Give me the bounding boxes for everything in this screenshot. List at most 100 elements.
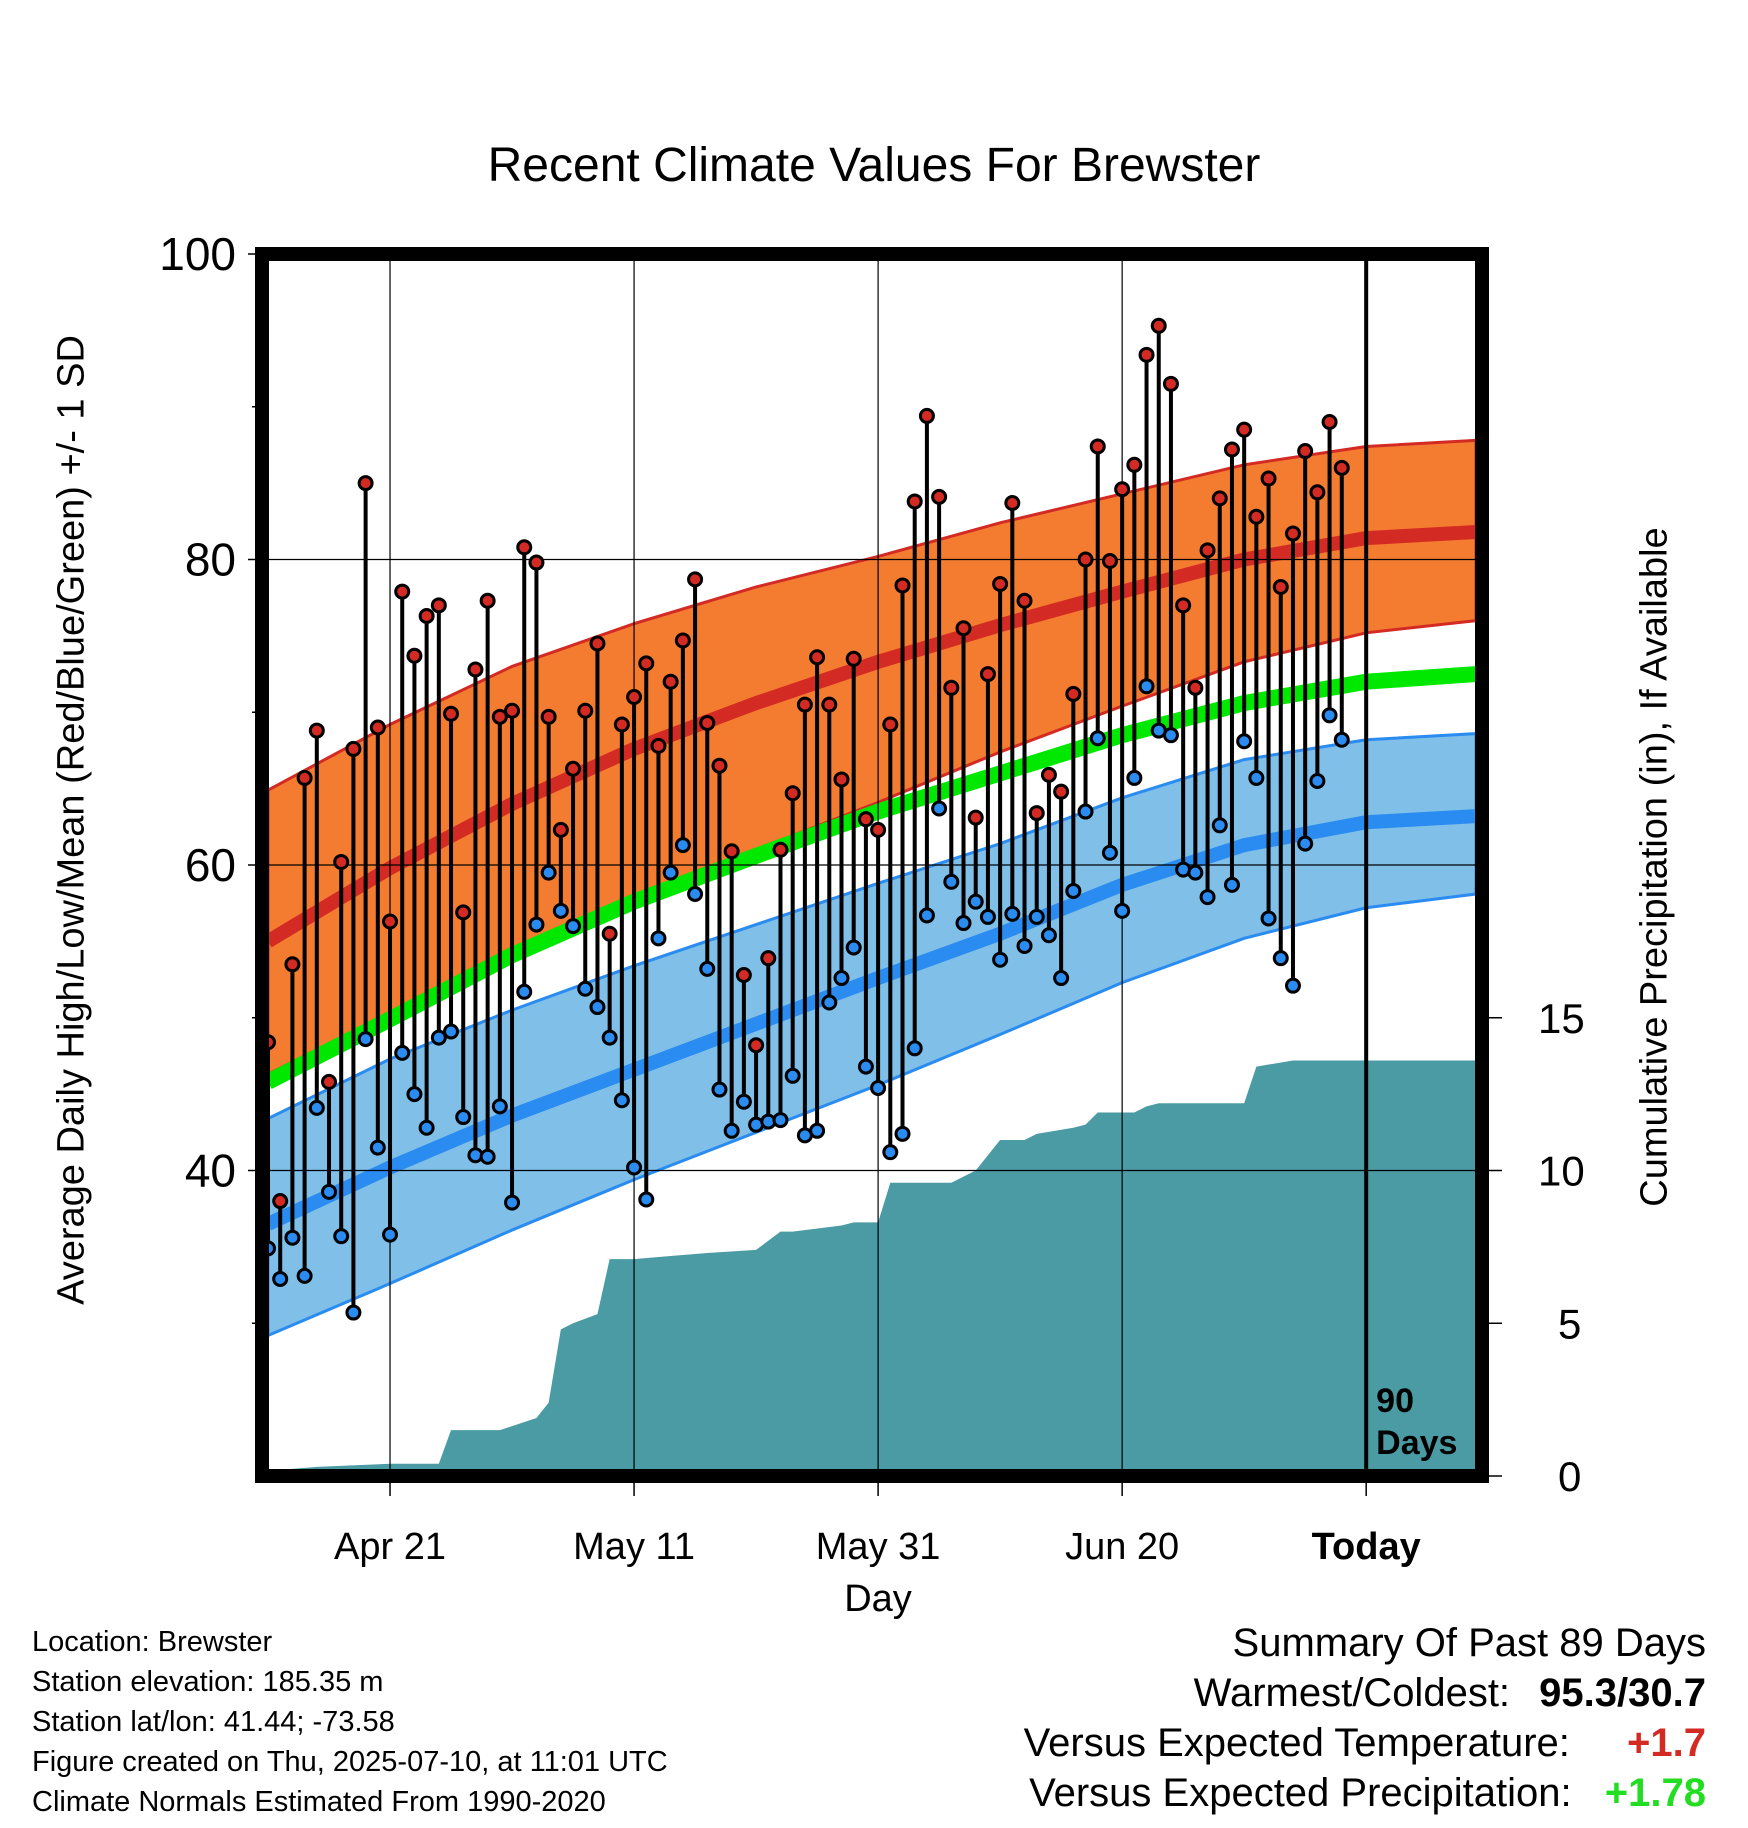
low-point (650, 930, 667, 947)
high-point (1040, 766, 1057, 783)
high-point (1077, 551, 1094, 568)
x-tick-label: May 31 (816, 1526, 941, 1568)
marker-label: Days (1376, 1424, 1457, 1462)
low-point (1016, 937, 1033, 954)
low-point (699, 960, 716, 977)
low-point (992, 951, 1009, 968)
high-point (1138, 346, 1155, 363)
low-point (809, 1122, 826, 1139)
low-point (308, 1099, 325, 1116)
high-point (284, 956, 301, 973)
high-point (540, 708, 557, 725)
high-point (479, 592, 496, 609)
y2-axis-label: Cumulative Precipitation (in), If Availa… (1633, 527, 1676, 1207)
low-point (1089, 730, 1106, 747)
low-point (296, 1267, 313, 1284)
low-point (894, 1125, 911, 1142)
y-tick-label: 100 (159, 228, 236, 280)
high-point (674, 632, 691, 649)
high-point (760, 950, 777, 967)
low-point (711, 1081, 728, 1098)
high-point (882, 716, 899, 733)
warm-cold-label: Warmest/Coldest: (1193, 1671, 1511, 1715)
low-point (638, 1191, 655, 1208)
high-point (955, 620, 972, 637)
low-point (674, 837, 691, 854)
high-point (845, 650, 862, 667)
info-created: Figure created on Thu, 2025-07-10, at 11… (32, 1746, 668, 1778)
station-info: Location: Brewster Station elevation: 18… (32, 1622, 668, 1822)
high-point (1150, 317, 1167, 334)
low-point (1114, 902, 1131, 919)
high-point (443, 705, 460, 722)
high-point (613, 716, 630, 733)
low-point (369, 1139, 386, 1156)
high-point (1211, 490, 1228, 507)
precipitation-area-group (268, 1060, 1476, 1476)
daily-bars-group (260, 317, 1350, 1321)
high-point (467, 661, 484, 678)
high-point (1284, 525, 1301, 542)
high-point (809, 649, 826, 666)
high-point (735, 966, 752, 983)
low-point (735, 1093, 752, 1110)
high-point (772, 841, 789, 858)
precip-anomaly-value: +1.78 (1604, 1771, 1706, 1815)
low-point (918, 907, 935, 924)
high-point (1065, 685, 1082, 702)
low-point (394, 1044, 411, 1061)
high-point (1260, 470, 1277, 487)
low-point (1297, 835, 1314, 852)
high-point (296, 769, 313, 786)
low-point (784, 1067, 801, 1084)
high-point (369, 719, 386, 736)
y2-tick-label: 0 (1558, 1453, 1581, 1500)
low-point (943, 873, 960, 890)
high-point (748, 1037, 765, 1054)
precip-anomaly-label: Versus Expected Precipitation: (1029, 1771, 1572, 1815)
x-tick-label: Apr 21 (334, 1526, 446, 1568)
low-point (613, 1092, 630, 1109)
low-point (382, 1226, 399, 1243)
low-point (626, 1159, 643, 1176)
high-point (406, 647, 423, 664)
low-point (284, 1229, 301, 1246)
low-point (687, 886, 704, 903)
summary-heading: Summary Of Past 89 Days (1232, 1621, 1706, 1665)
high-point (516, 539, 533, 556)
low-point (967, 893, 984, 910)
low-point (1126, 769, 1143, 786)
low-point (528, 916, 545, 933)
low-point (1248, 769, 1265, 786)
summary-panel: Summary Of Past 89 Days Warmest/Coldest:… (1024, 1618, 1706, 1818)
high-point (1223, 441, 1240, 458)
normal-bands-group (264, 438, 1478, 1338)
high-point (491, 708, 508, 725)
high-point (992, 575, 1009, 592)
high-point (626, 688, 643, 705)
low-point (821, 994, 838, 1011)
summary-temp-row: Versus Expected Temperature: +1.7 (1024, 1718, 1706, 1768)
high-point (1272, 578, 1289, 595)
high-point (870, 821, 887, 838)
info-latlon: Station lat/lon: 41.44; -73.58 (32, 1706, 395, 1738)
y2-tick-label: 10 (1538, 1148, 1585, 1195)
high-point (1333, 459, 1350, 476)
y-tick-label: 40 (185, 1145, 236, 1197)
precipitation-area (268, 1060, 1476, 1476)
low-point (662, 864, 679, 881)
low-point (406, 1086, 423, 1103)
high-point (918, 407, 935, 424)
info-location: Location: Brewster (32, 1626, 273, 1658)
low-point (430, 1029, 447, 1046)
low-point (1236, 733, 1253, 750)
high-point (1028, 805, 1045, 822)
high-point (1053, 783, 1070, 800)
low-point (955, 915, 972, 932)
info-normals: Climate Normals Estimated From 1990-2020 (32, 1786, 606, 1818)
high-point (1248, 508, 1265, 525)
x-tick-label: May 11 (573, 1526, 695, 1568)
high-point (1004, 494, 1021, 511)
high-point (821, 696, 838, 713)
high-point (589, 635, 606, 652)
